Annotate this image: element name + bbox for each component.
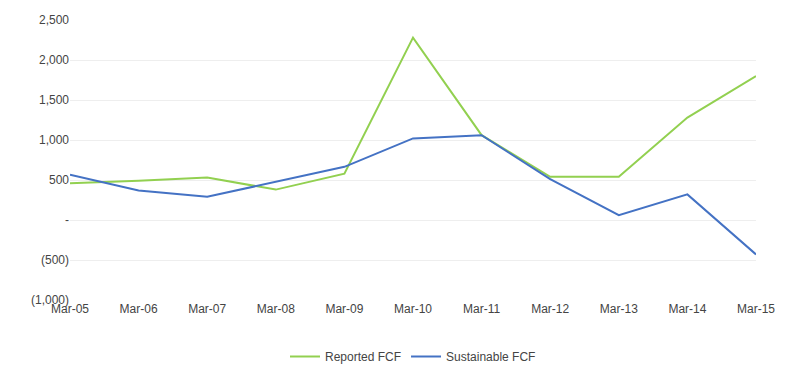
svg-text:Mar-05: Mar-05 bbox=[51, 302, 89, 316]
svg-text:Mar-09: Mar-09 bbox=[325, 302, 363, 316]
svg-text:Mar-13: Mar-13 bbox=[600, 302, 638, 316]
svg-text:Mar-12: Mar-12 bbox=[531, 302, 569, 316]
svg-text:2,500: 2,500 bbox=[39, 13, 69, 27]
svg-text:Mar-10: Mar-10 bbox=[394, 302, 432, 316]
svg-text:Mar-11: Mar-11 bbox=[463, 302, 500, 316]
svg-text:1,500: 1,500 bbox=[39, 93, 69, 107]
svg-text:(500): (500) bbox=[41, 253, 69, 267]
svg-text:Mar-07: Mar-07 bbox=[188, 302, 226, 316]
svg-text:Mar-14: Mar-14 bbox=[668, 302, 706, 316]
svg-text:(1,000): (1,000) bbox=[31, 293, 69, 307]
svg-text:2,000: 2,000 bbox=[39, 53, 69, 67]
svg-text:-: - bbox=[65, 213, 69, 227]
svg-text:Mar-06: Mar-06 bbox=[120, 302, 158, 316]
svg-text:Reported FCF: Reported FCF bbox=[325, 350, 401, 364]
svg-text:Mar-08: Mar-08 bbox=[257, 302, 295, 316]
svg-text:1,000: 1,000 bbox=[39, 133, 69, 147]
svg-text:500: 500 bbox=[49, 173, 69, 187]
svg-text:Mar-15: Mar-15 bbox=[737, 302, 775, 316]
svg-text:Sustainable FCF: Sustainable FCF bbox=[446, 350, 535, 364]
